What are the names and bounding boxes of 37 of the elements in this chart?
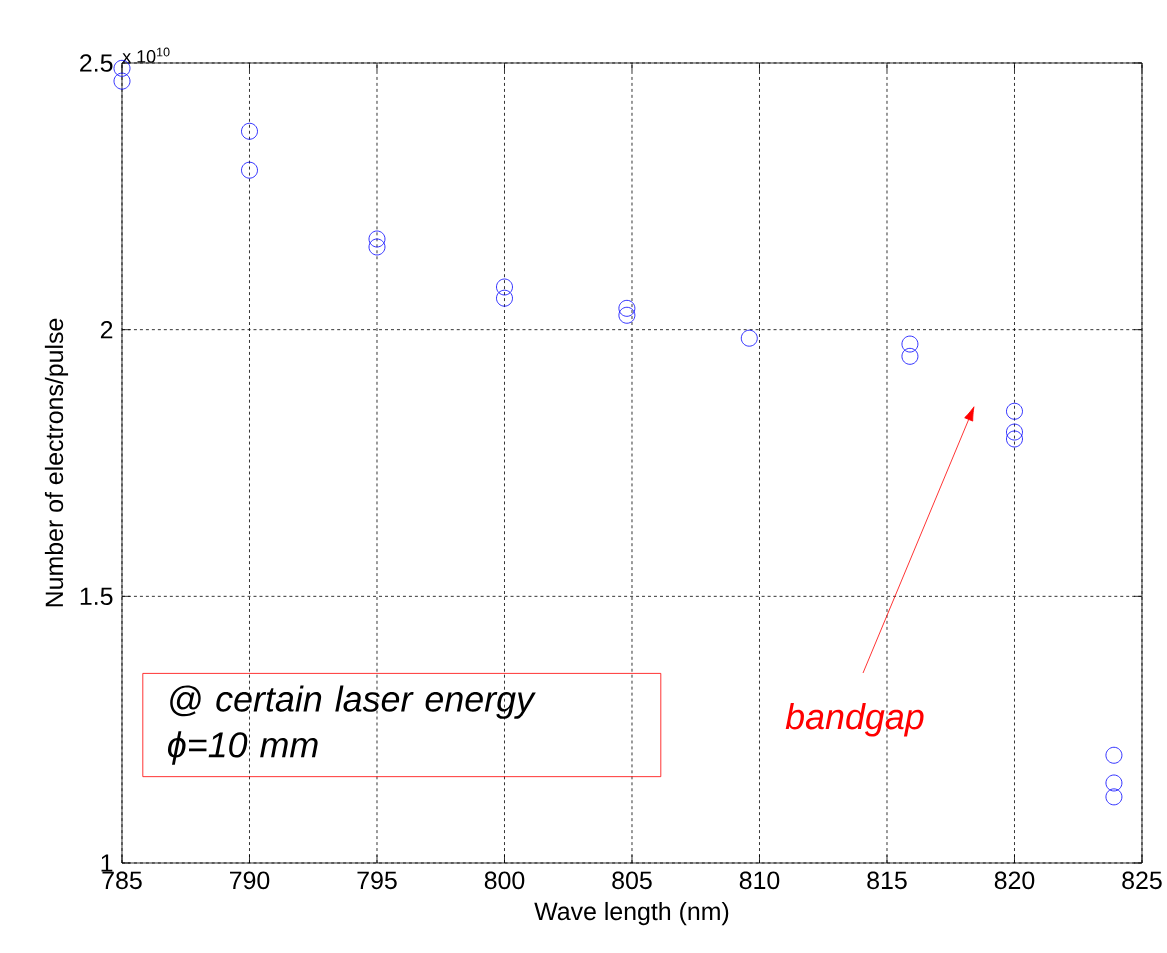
x-tick-label: 805 — [612, 871, 652, 890]
x-tick-label: 790 — [230, 871, 270, 890]
y-tick-label: 2 — [100, 320, 113, 339]
point — [901, 347, 919, 365]
x-tick-label: 795 — [357, 871, 397, 890]
y-tick-label: 1 — [101, 854, 113, 872]
text: x 10$^{10}$ — [122, 47, 170, 63]
annotation: ϕ=10 mm — [167, 731, 318, 765]
point — [1105, 774, 1123, 792]
y-tick-label: 1.5 — [80, 587, 113, 606]
point — [740, 329, 758, 347]
point — [1105, 746, 1123, 764]
point — [241, 161, 258, 179]
x-tick-label: 825 — [1122, 871, 1162, 890]
point — [368, 230, 386, 248]
annotation: @ certain laser energy — [170, 685, 536, 719]
x-axis-title: Wave length (nm) — [534, 901, 729, 926]
x-tick-label: 815 — [867, 871, 907, 890]
point — [618, 306, 636, 324]
point — [1105, 788, 1123, 806]
point — [496, 289, 513, 307]
x-tick-label: 820 — [994, 871, 1035, 890]
point — [1006, 402, 1023, 420]
y-tick-label: 2.5 — [80, 54, 113, 72]
x-tick-label: 800 — [484, 871, 525, 890]
point — [618, 299, 636, 317]
point — [241, 122, 258, 140]
point — [1006, 430, 1023, 448]
y-axis-title: Number of electrons/pulse — [44, 318, 69, 607]
x-tick-label: 785 — [102, 871, 142, 890]
x-tick-label: 810 — [739, 871, 780, 890]
annotation: bandgap — [785, 703, 924, 737]
point — [113, 72, 131, 90]
point — [368, 238, 386, 256]
point — [901, 335, 919, 353]
point — [496, 278, 513, 296]
point — [1006, 423, 1023, 441]
